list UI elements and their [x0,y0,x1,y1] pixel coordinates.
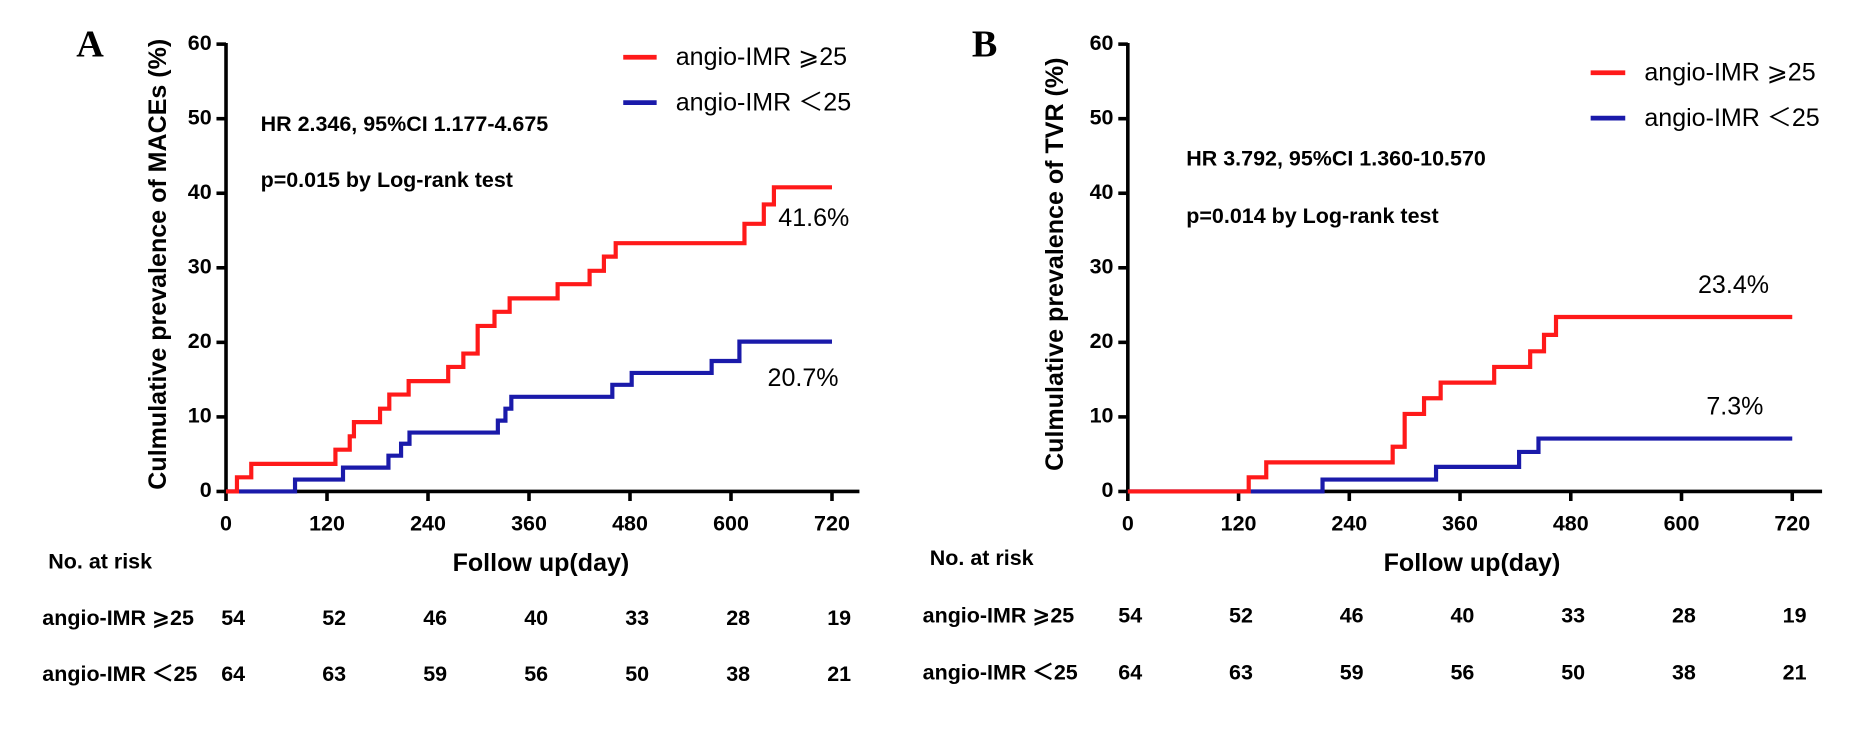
risk-count: 56 [1450,661,1474,685]
x-tick-label: 240 [1331,512,1367,536]
x-tick-label: 240 [410,512,446,536]
risk-count: 21 [827,662,851,686]
risk-title: No. at risk [48,550,152,574]
x-tick-label: 480 [1553,512,1589,536]
risk-count: 63 [1229,661,1253,685]
annotation: 7.3% [1706,393,1763,421]
y-tick-label: 50 [188,105,212,129]
risk-count: 33 [1561,603,1585,627]
y-tick-label: 30 [188,254,212,278]
risk-row-label: angio-IMR ⩾25 [923,603,1075,627]
x-tick-label: 720 [814,512,850,536]
risk-row-label: angio-IMR ⩾25 [42,606,194,630]
km-curve [1127,436,1793,494]
x-tick-label: 480 [612,512,648,536]
risk-row-label: angio-IMR ＜25 [42,662,197,686]
x-tick-label: 360 [511,512,547,536]
y-tick-label: 10 [188,404,212,428]
annotation: 23.4% [1698,271,1769,299]
risk-count: 59 [1340,661,1364,685]
risk-count: 54 [221,606,245,630]
km-curve [226,339,832,494]
risk-count: 40 [524,606,548,630]
y-axis-label: Culmulative prevalence of MACEs (%) [144,39,172,490]
risk-count: 50 [1561,661,1585,685]
risk-title: No. at risk [930,546,1034,570]
risk-count: 28 [1672,603,1696,627]
risk-count: 50 [625,662,649,686]
x-axis-label: Follow up(day) [453,549,630,577]
x-tick-label: 360 [1442,512,1478,536]
risk-count: 52 [322,606,346,630]
y-tick-label: 0 [200,478,212,502]
risk-count: 46 [1340,603,1364,627]
legend-label: angio-IMR ＜25 [676,88,851,116]
x-axis-label: Follow up(day) [1384,549,1561,577]
legend-label: angio-IMR ⩾25 [1644,59,1815,87]
risk-count: 19 [1783,603,1807,627]
x-tick-label: 120 [309,512,345,536]
risk-count: 59 [423,662,447,686]
risk-count: 21 [1783,661,1807,685]
risk-count: 28 [726,606,750,630]
risk-count: 38 [726,662,750,686]
km-curve [1127,314,1793,494]
risk-row-label: angio-IMR ＜25 [923,661,1078,685]
x-tick-label: 720 [1774,512,1810,536]
y-tick-label: 20 [1090,329,1114,353]
annotation: HR 2.346, 95%CI 1.177-4.675 [261,112,549,136]
legend-label: angio-IMR ⩾25 [676,43,847,71]
y-tick-label: 60 [1090,31,1114,55]
x-tick-label: 120 [1221,512,1257,536]
risk-count: 64 [1118,661,1142,685]
annotation: 41.6% [778,204,849,232]
y-tick-label: 20 [188,329,212,353]
risk-count: 38 [1672,661,1696,685]
risk-count: 19 [827,606,851,630]
legend-label: angio-IMR ＜25 [1644,104,1819,132]
annotation: p=0.015 by Log-rank test [261,168,513,192]
y-tick-label: 60 [188,31,212,55]
panel-letter: B [972,23,997,65]
risk-count: 56 [524,662,548,686]
panel-letter: A [76,23,104,65]
y-tick-label: 0 [1102,478,1114,502]
km-curve [226,185,832,494]
risk-count: 52 [1229,603,1253,627]
y-tick-label: 30 [1090,254,1114,278]
annotation: p=0.014 by Log-rank test [1186,204,1438,228]
x-tick-label: 600 [713,512,749,536]
risk-count: 54 [1118,603,1142,627]
x-tick-label: 0 [1122,512,1134,536]
y-tick-label: 10 [1090,404,1114,428]
y-tick-label: 40 [1090,180,1114,204]
risk-count: 33 [625,606,649,630]
risk-count: 64 [221,662,245,686]
x-tick-label: 0 [220,512,232,536]
risk-count: 40 [1450,603,1474,627]
x-tick-label: 600 [1664,512,1700,536]
annotation: 20.7% [768,364,839,392]
y-tick-label: 50 [1090,105,1114,129]
risk-count: 46 [423,606,447,630]
y-tick-label: 40 [188,180,212,204]
risk-count: 63 [322,662,346,686]
annotation: HR 3.792, 95%CI 1.360-10.570 [1186,147,1486,171]
y-axis-label: Culmulative prevalence of TVR (%) [1041,58,1069,471]
